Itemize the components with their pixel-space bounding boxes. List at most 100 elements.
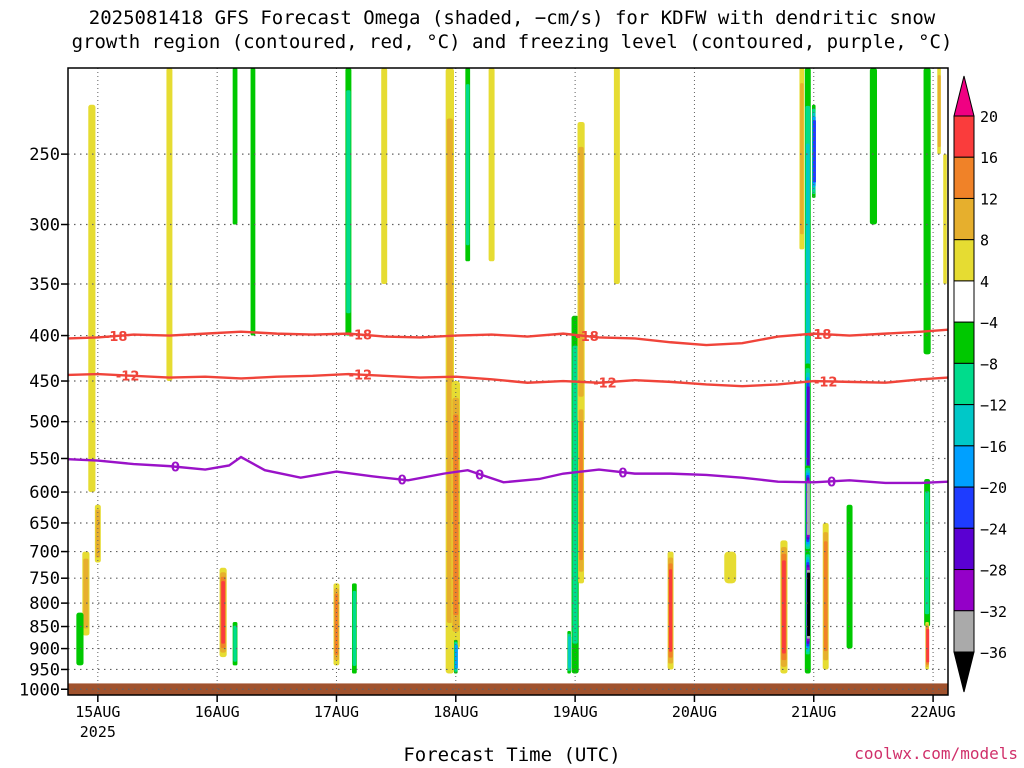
y-tick-label: 450 <box>29 372 60 392</box>
omega-cell-39 <box>943 154 947 285</box>
colorbar-swatch <box>953 527 975 571</box>
omega-cell-14 <box>572 345 578 644</box>
colorbar-label: −28 <box>980 562 1007 580</box>
omega-cell-19 <box>782 560 786 654</box>
colorbar-label: −16 <box>980 438 1007 456</box>
omega-cell-31 <box>166 68 173 382</box>
omega-cell-33 <box>381 68 388 285</box>
colorbar-swatch <box>953 280 975 323</box>
x-tick-label: 21AUG <box>791 703 836 721</box>
contour-label: -18 <box>104 330 128 345</box>
omega-cell-23 <box>807 572 811 636</box>
y-tick-label: 400 <box>29 327 60 347</box>
colorbar-label: −4 <box>980 314 998 332</box>
y-tick-label: 750 <box>29 569 60 589</box>
omega-cell-25 <box>800 83 804 235</box>
colorbar-label: 20 <box>980 108 998 126</box>
colorbar-swatch <box>953 445 975 488</box>
omega-cell-12 <box>465 84 470 246</box>
colorbar-swatch <box>953 239 975 282</box>
colorbar-swatch <box>953 569 975 612</box>
omega-cell-21 <box>806 386 810 470</box>
x-tick-label: 17AUG <box>314 703 359 721</box>
omega-cell-35 <box>613 68 620 285</box>
colorbar-label: −12 <box>980 397 1007 415</box>
contour-label: -12 <box>814 375 838 390</box>
omega-cell-2 <box>76 612 84 666</box>
contour-line-m18 <box>67 328 949 347</box>
contour-label: -12 <box>349 369 373 384</box>
contour-line-m12 <box>67 372 949 388</box>
x-tick-label: 16AUG <box>195 703 240 721</box>
y-tick-label: 500 <box>29 413 60 433</box>
contour-label: 0 <box>475 468 484 483</box>
omega-cell-1 <box>83 558 89 629</box>
x-tick-label: 20AUG <box>672 703 717 721</box>
omega-cell-29 <box>926 629 930 663</box>
omega-cell-30 <box>937 75 941 147</box>
y-tick-label: 300 <box>29 216 60 236</box>
colorbar-label: −36 <box>980 644 1007 662</box>
colorbar-label: −32 <box>980 603 1007 621</box>
omega-cell-37 <box>846 504 853 649</box>
contour-label: -12 <box>593 376 617 391</box>
colorbar-swatch <box>953 404 975 447</box>
y-tick-label: 950 <box>29 660 60 680</box>
y-tick-label: 700 <box>29 543 60 563</box>
colorbar-label: −24 <box>980 520 1007 538</box>
colorbar-top-arrow <box>953 75 975 117</box>
omega-cell-0 <box>88 104 96 493</box>
omega-cell-32 <box>250 68 256 336</box>
contour-label: 0 <box>618 466 627 481</box>
contour-label: -12 <box>116 370 140 385</box>
omega-cell-18 <box>669 569 673 652</box>
omega-cell-10 <box>446 118 453 624</box>
omega-cell-11 <box>453 414 459 616</box>
y-tick-label: 350 <box>29 275 60 295</box>
colorbar-swatch <box>953 486 975 529</box>
omega-cell-15 <box>578 146 584 397</box>
omega-cell-22 <box>806 482 810 535</box>
contour-label: 0 <box>827 475 836 490</box>
chart-title: 2025081418 GFS Forecast Omega (shaded, −… <box>71 7 953 53</box>
credit-link[interactable]: coolwx.com/models <box>854 744 1018 763</box>
colorbar-swatch <box>953 156 975 199</box>
colorbar-label: 8 <box>980 232 989 250</box>
y-tick-label: 550 <box>29 449 60 469</box>
contour-label: -18 <box>808 328 832 343</box>
omega-cell-38 <box>869 68 878 225</box>
contour-label: 0 <box>171 461 180 476</box>
omega-cell-4 <box>221 581 225 644</box>
colorbar-bottom-arrow <box>953 651 975 693</box>
omega-shading <box>76 68 947 674</box>
colorbar-swatch <box>953 362 975 406</box>
x-tick-label: 18AUG <box>433 703 478 721</box>
y-tick-label: 1000 <box>19 680 60 700</box>
omega-cell-36 <box>724 551 737 584</box>
y-tick-label: 600 <box>29 483 60 503</box>
x-axis-label: Forecast Time (UTC) <box>403 744 621 766</box>
x-tick-label: 19AUG <box>553 703 598 721</box>
y-tick-label: 800 <box>29 594 60 614</box>
y-tick-label: 850 <box>29 618 60 638</box>
contour-label: -18 <box>575 330 599 345</box>
x-year-label: 2025 <box>80 723 116 741</box>
omega-cell-9 <box>352 590 357 666</box>
omega-cell-8 <box>346 90 351 314</box>
omega-cell-26 <box>812 120 816 183</box>
x-tick-label: 22AUG <box>911 703 956 721</box>
y-tick-label: 250 <box>29 145 60 165</box>
omega-cell-34 <box>488 68 495 262</box>
omega-cell-27 <box>923 68 931 355</box>
omega-cell-24 <box>823 541 828 652</box>
colorbar-swatch <box>953 115 975 158</box>
colorbar-swatch <box>953 610 975 653</box>
omega-cell-3 <box>95 509 101 558</box>
ground-area <box>68 683 948 695</box>
omega-cell-17 <box>568 636 572 669</box>
y-tick-label: 650 <box>29 514 60 534</box>
colorbar-swatch <box>953 197 975 241</box>
contour-label: -18 <box>349 329 373 344</box>
colorbar-label: −8 <box>980 355 998 373</box>
